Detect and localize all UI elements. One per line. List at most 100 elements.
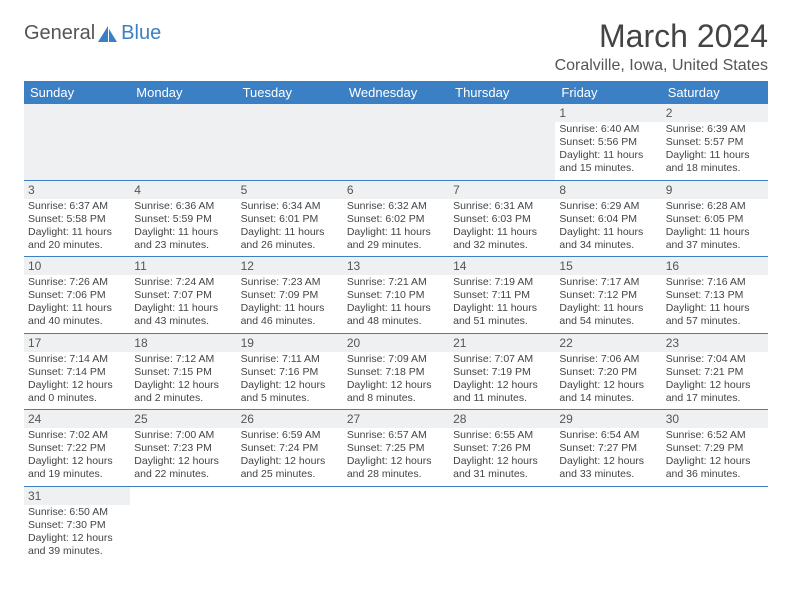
sunrise-line: Sunrise: 6:29 AM: [559, 200, 657, 213]
sunrise-line: Sunrise: 6:31 AM: [453, 200, 551, 213]
sunset-line: Sunset: 7:22 PM: [28, 442, 126, 455]
daylight-line: Daylight: 11 hours and 23 minutes.: [134, 226, 232, 252]
day-number: 21: [449, 334, 555, 352]
daylight-line: Daylight: 11 hours and 40 minutes.: [28, 302, 126, 328]
logo-sail-icon: [97, 25, 119, 43]
sunrise-line: Sunrise: 7:06 AM: [559, 353, 657, 366]
sunset-line: Sunset: 6:03 PM: [453, 213, 551, 226]
daylight-line: Daylight: 12 hours and 31 minutes.: [453, 455, 551, 481]
sunset-line: Sunset: 7:25 PM: [347, 442, 445, 455]
sunrise-line: Sunrise: 7:24 AM: [134, 276, 232, 289]
sunset-line: Sunset: 7:29 PM: [666, 442, 764, 455]
calendar-empty-cell: [343, 486, 449, 562]
daylight-line: Daylight: 12 hours and 33 minutes.: [559, 455, 657, 481]
day-number: 8: [555, 181, 661, 199]
sunset-line: Sunset: 5:59 PM: [134, 213, 232, 226]
title-block: March 2024 Coralville, Iowa, United Stat…: [555, 18, 768, 75]
calendar-day-cell: 2Sunrise: 6:39 AMSunset: 5:57 PMDaylight…: [662, 104, 768, 180]
daylight-line: Daylight: 12 hours and 8 minutes.: [347, 379, 445, 405]
sunset-line: Sunset: 5:57 PM: [666, 136, 764, 149]
daylight-line: Daylight: 12 hours and 11 minutes.: [453, 379, 551, 405]
day-number: 26: [237, 410, 343, 428]
day-number: 25: [130, 410, 236, 428]
sunset-line: Sunset: 6:01 PM: [241, 213, 339, 226]
sunset-line: Sunset: 7:11 PM: [453, 289, 551, 302]
calendar-empty-cell: [237, 104, 343, 180]
sunset-line: Sunset: 6:05 PM: [666, 213, 764, 226]
calendar-body: 1Sunrise: 6:40 AMSunset: 5:56 PMDaylight…: [24, 104, 768, 562]
sunrise-line: Sunrise: 7:17 AM: [559, 276, 657, 289]
calendar-day-cell: 9Sunrise: 6:28 AMSunset: 6:05 PMDaylight…: [662, 180, 768, 257]
sunrise-line: Sunrise: 6:50 AM: [28, 506, 126, 519]
logo-text-blue: Blue: [121, 22, 161, 45]
day-number: 9: [662, 181, 768, 199]
location: Coralville, Iowa, United States: [555, 57, 768, 75]
sunrise-line: Sunrise: 6:28 AM: [666, 200, 764, 213]
calendar-empty-cell: [343, 104, 449, 180]
daylight-line: Daylight: 11 hours and 34 minutes.: [559, 226, 657, 252]
sunrise-line: Sunrise: 6:39 AM: [666, 123, 764, 136]
calendar-day-cell: 7Sunrise: 6:31 AMSunset: 6:03 PMDaylight…: [449, 180, 555, 257]
header-bar: General Blue March 2024 Coralville, Iowa…: [24, 18, 768, 75]
sunset-line: Sunset: 7:19 PM: [453, 366, 551, 379]
daylight-line: Daylight: 12 hours and 17 minutes.: [666, 379, 764, 405]
calendar-day-cell: 25Sunrise: 7:00 AMSunset: 7:23 PMDayligh…: [130, 410, 236, 487]
daylight-line: Daylight: 11 hours and 18 minutes.: [666, 149, 764, 175]
sunset-line: Sunset: 7:09 PM: [241, 289, 339, 302]
daylight-line: Daylight: 12 hours and 5 minutes.: [241, 379, 339, 405]
calendar-day-cell: 13Sunrise: 7:21 AMSunset: 7:10 PMDayligh…: [343, 257, 449, 334]
calendar-empty-cell: [237, 486, 343, 562]
sunrise-line: Sunrise: 7:19 AM: [453, 276, 551, 289]
calendar-day-cell: 8Sunrise: 6:29 AMSunset: 6:04 PMDaylight…: [555, 180, 661, 257]
day-number: 5: [237, 181, 343, 199]
sunrise-line: Sunrise: 6:57 AM: [347, 429, 445, 442]
day-number: 10: [24, 257, 130, 275]
day-number: 12: [237, 257, 343, 275]
sunset-line: Sunset: 5:58 PM: [28, 213, 126, 226]
sunset-line: Sunset: 7:26 PM: [453, 442, 551, 455]
calendar-row: 24Sunrise: 7:02 AMSunset: 7:22 PM Dayligh…: [24, 410, 768, 487]
calendar-day-cell: 14Sunrise: 7:19 AMSunset: 7:11 PMDayligh…: [449, 257, 555, 334]
sunset-line: Sunset: 7:20 PM: [559, 366, 657, 379]
day-number: 4: [130, 181, 236, 199]
calendar-empty-cell: [555, 486, 661, 562]
sunrise-line: Sunrise: 7:12 AM: [134, 353, 232, 366]
logo-text-general: General: [24, 22, 95, 45]
daylight-line: Daylight: 11 hours and 43 minutes.: [134, 302, 232, 328]
daylight-line: Daylight: 11 hours and 57 minutes.: [666, 302, 764, 328]
day-number: 31: [24, 487, 130, 505]
day-number: 30: [662, 410, 768, 428]
calendar-day-cell: 29Sunrise: 6:54 AMSunset: 7:27 PMDayligh…: [555, 410, 661, 487]
sunrise-line: Sunrise: 7:26 AM: [28, 276, 126, 289]
calendar-empty-cell: [449, 104, 555, 180]
daylight-line: Daylight: 12 hours and 22 minutes.: [134, 455, 232, 481]
calendar-day-cell: 27Sunrise: 6:57 AMSunset: 7:25 PMDayligh…: [343, 410, 449, 487]
weekday-header: Monday: [130, 81, 236, 104]
day-number: 16: [662, 257, 768, 275]
day-number: 24: [24, 410, 130, 428]
sunset-line: Sunset: 6:02 PM: [347, 213, 445, 226]
logo: General Blue: [24, 22, 161, 45]
weekday-header: Saturday: [662, 81, 768, 104]
sunset-line: Sunset: 7:27 PM: [559, 442, 657, 455]
daylight-line: Daylight: 12 hours and 14 minutes.: [559, 379, 657, 405]
calendar-day-cell: 20Sunrise: 7:09 AMSunset: 7:18 PMDayligh…: [343, 333, 449, 410]
day-number: 11: [130, 257, 236, 275]
calendar-day-cell: 11Sunrise: 7:24 AMSunset: 7:07 PMDayligh…: [130, 257, 236, 334]
weekday-header: Wednesday: [343, 81, 449, 104]
daylight-line: Daylight: 11 hours and 32 minutes.: [453, 226, 551, 252]
daylight-line: Daylight: 12 hours and 0 minutes.: [28, 379, 126, 405]
sunset-line: Sunset: 7:30 PM: [28, 519, 126, 532]
sunset-line: Sunset: 6:04 PM: [559, 213, 657, 226]
calendar-day-cell: 31Sunrise: 6:50 AMSunset: 7:30 PMDayligh…: [24, 486, 130, 562]
calendar-day-cell: 4Sunrise: 6:36 AMSunset: 5:59 PMDaylight…: [130, 180, 236, 257]
sunrise-line: Sunrise: 7:02 AM: [28, 429, 126, 442]
calendar-row: 1Sunrise: 6:40 AMSunset: 5:56 PMDaylight…: [24, 104, 768, 180]
sunrise-line: Sunrise: 6:34 AM: [241, 200, 339, 213]
sunrise-line: Sunrise: 6:59 AM: [241, 429, 339, 442]
calendar-day-cell: 22Sunrise: 7:06 AMSunset: 7:20 PMDayligh…: [555, 333, 661, 410]
weekday-header: Thursday: [449, 81, 555, 104]
daylight-line: Daylight: 11 hours and 46 minutes.: [241, 302, 339, 328]
sunset-line: Sunset: 7:12 PM: [559, 289, 657, 302]
sunrise-line: Sunrise: 7:14 AM: [28, 353, 126, 366]
